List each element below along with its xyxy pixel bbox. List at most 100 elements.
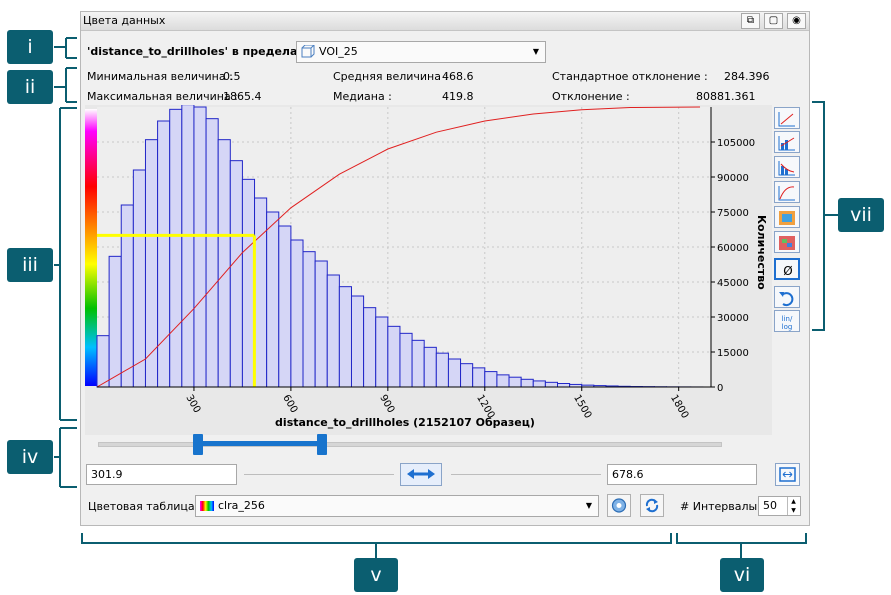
chart-curve-icon [778,186,795,201]
y-tick-label: 0 [717,383,723,394]
deviation-value: 80881.361 [696,90,756,103]
histogram-bar [557,383,571,388]
histogram-bar [193,106,207,388]
voi-cube-icon [301,45,315,58]
intervals-value: 50 [763,499,777,512]
callout-v: v [354,558,398,592]
y-tick-label: 45000 [717,278,749,289]
histogram-bar [205,118,219,388]
y-tick-label: 75000 [717,208,749,219]
callout-i: i [7,30,53,64]
histogram-bar [447,358,462,388]
y-tick-label: 105000 [717,138,755,149]
colour-table-label: Цветовая таблица : [88,500,202,513]
slider-high-handle[interactable] [316,434,327,455]
visibility-eye-icon[interactable]: ◉ [787,13,806,29]
reset-button[interactable] [774,286,800,308]
range-expand-button[interactable] [400,463,442,486]
window-titlebar: Цвета данных [81,12,809,31]
histogram-bar [520,378,534,388]
std-value: 284.396 [724,70,770,83]
histogram-bar [484,371,498,388]
histogram-bar [387,325,401,388]
y-tick-label: 30000 [717,313,749,324]
callout-vii: vii [838,198,884,232]
histogram-bar [290,239,304,388]
histogram-bar [266,211,280,388]
colour-edit-button[interactable] [607,494,631,517]
chart-linear-button[interactable] [774,107,800,129]
slider-low-handle[interactable] [192,434,203,455]
histogram-bar [169,108,183,388]
colour-table-select[interactable]: clra_256 ▼ [195,495,599,517]
chart-stacked-icon [778,161,795,176]
window-title: Цвета данных [83,14,166,27]
refresh-icon [645,498,659,513]
reset-icon [779,292,794,307]
float-window-button[interactable]: ⧉ [741,13,760,29]
svg-text:lin/: lin/ [782,315,793,323]
histogram-bar [326,274,340,388]
lin-log-button[interactable]: lin/log [774,310,800,332]
spin-down-icon[interactable]: ▼ [787,506,799,515]
refresh-button[interactable] [640,494,664,517]
histogram-bar [532,380,546,388]
svg-text:log: log [782,323,793,331]
histogram-bar [120,204,134,388]
chart-axes [97,107,715,391]
min-label: Минимальная величина : [87,70,233,83]
mean-value: 468.6 [442,70,474,83]
histogram-bar [241,178,256,388]
callout-vi: vi [720,558,764,592]
histogram-bar [375,316,389,388]
range-marker-layer [97,233,256,387]
spin-up-icon[interactable]: ▲ [787,497,799,506]
max-value: 1865.4 [223,90,262,103]
chart-stacked-button[interactable] [774,156,800,178]
callout-ii: ii [7,70,53,104]
voi-value: VOI_25 [319,45,358,58]
y-tick-label: 60000 [717,243,749,254]
histogram-bar [132,169,146,388]
maximize-button[interactable]: ▢ [764,13,783,29]
y-tick-labels: 0 15000 30000 45000 60000 75000 90000 105000 [717,138,755,394]
lin-log-icon: lin/log [782,315,793,331]
chart-cumulative-icon [778,136,795,151]
slider-range-fill [197,441,322,446]
histogram-bar [157,120,171,388]
colour-grid-button[interactable] [774,231,800,253]
histogram-chart: 300 600 900 1200 1500 1800 015000300004500060… [85,105,772,435]
x-axis-label: distance_to_drillholes (2152107 Образец) [275,416,535,429]
histogram-bar [363,307,377,388]
cumulative-curve-layer [96,106,701,388]
histogram-bar [423,346,437,388]
voi-select[interactable]: VOI_25 ▼ [296,41,546,63]
histogram-bar [460,363,474,388]
histogram-bar [254,197,268,388]
histogram-bar [435,352,449,388]
slider-track[interactable] [98,442,722,447]
histogram-bar [96,335,110,388]
intervals-spinbox[interactable]: 50 ▲ ▼ [758,496,801,516]
range-low-input[interactable]: 301.9 [86,464,237,485]
histogram-bar [144,139,159,388]
histogram-bar [496,374,510,388]
chart-curve-button[interactable] [774,181,800,203]
range-high-input[interactable]: 678.6 [607,464,757,485]
chart-cumulative-button[interactable] [774,131,800,153]
y-tick-label: 15000 [717,348,749,359]
histogram-bar [278,225,292,388]
cumulative-curve [96,106,701,388]
mean-label: Средняя величина : [333,70,449,83]
null-values-button[interactable]: Ø [774,258,800,280]
histogram-bar [314,260,328,388]
histogram-bar [544,381,559,388]
colour-map-button[interactable] [774,206,800,228]
histogram-bar [217,139,231,388]
histogram-bar [399,332,413,388]
expand-arrows-icon [407,469,435,479]
fit-range-button[interactable] [775,463,800,486]
intervals-label: # Интервалы: [680,500,761,513]
chart-linear-icon [778,112,795,127]
